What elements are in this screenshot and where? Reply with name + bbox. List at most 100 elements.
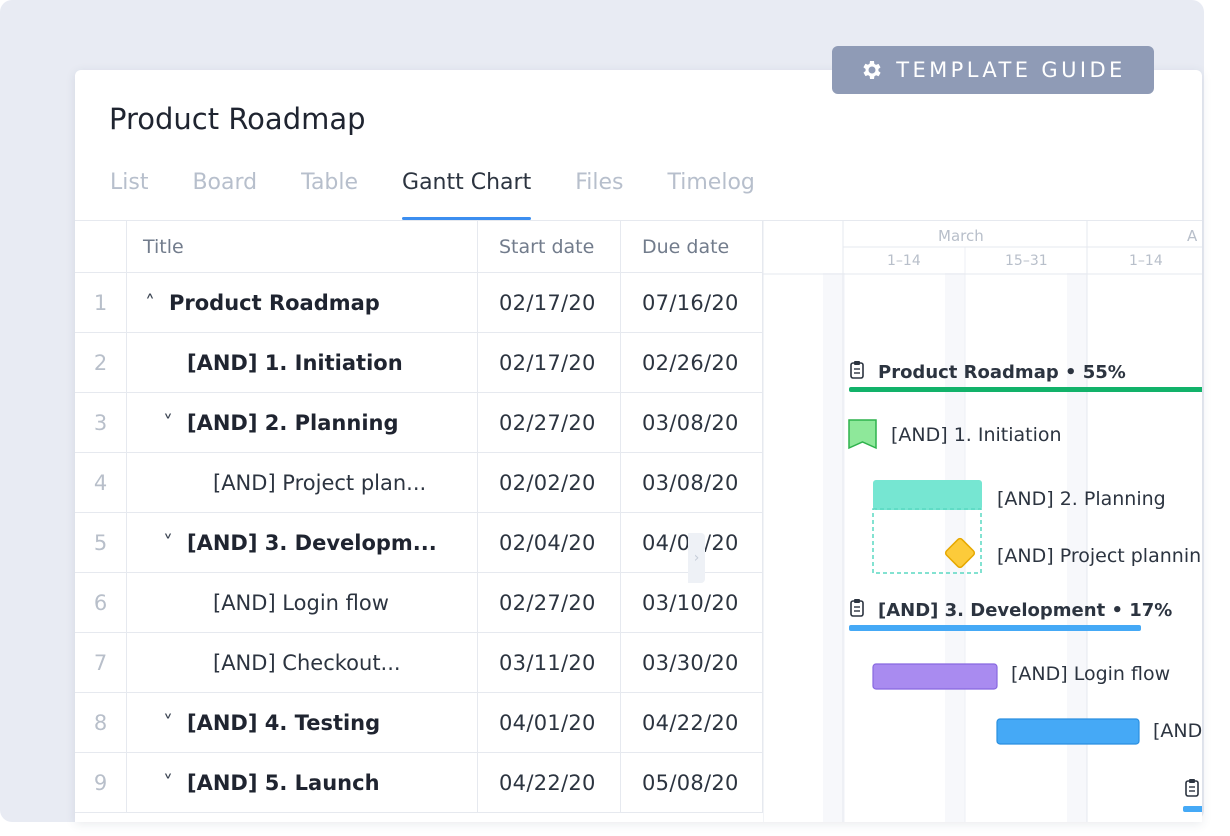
- due-date-cell[interactable]: 02/26/20: [621, 333, 763, 392]
- header-start-date[interactable]: Start date: [478, 221, 621, 272]
- start-date-cell[interactable]: 02/04/20: [478, 513, 621, 572]
- row-number: 8: [75, 693, 127, 752]
- clipboard-icon: [850, 600, 864, 617]
- gantt-shade-column: [1067, 273, 1087, 822]
- tab-board[interactable]: Board: [192, 170, 258, 195]
- row-number: 6: [75, 573, 127, 632]
- gantt-summary-label: Product Roadmap • 55%: [878, 362, 1126, 383]
- task-title: [AND] Checkout...: [213, 650, 401, 675]
- task-title-cell[interactable]: [AND] Login flow: [127, 573, 478, 632]
- gantt-task-label: [AND] Login flow: [1011, 663, 1170, 685]
- start-date-cell[interactable]: 02/17/20: [478, 273, 621, 332]
- start-date-cell[interactable]: 02/17/20: [478, 333, 621, 392]
- clipboard-icon: [1185, 780, 1199, 797]
- task-title-cell[interactable]: ˄ Product Roadmap: [127, 273, 478, 332]
- table-row[interactable]: 2 [AND] 1. Initiation 02/17/20 02/26/20: [75, 333, 763, 393]
- row-number: 5: [75, 513, 127, 572]
- table-row[interactable]: 7 [AND] Checkout... 03/11/20 03/30/20: [75, 633, 763, 693]
- gantt-summary-bar-roadmap[interactable]: [849, 387, 1202, 392]
- row-number: 4: [75, 453, 127, 512]
- gear-icon: [863, 61, 881, 79]
- clipboard-icon-top: [1189, 779, 1195, 783]
- gantt-milestone-diamond[interactable]: [944, 537, 976, 569]
- gantt-month-label: A: [1187, 227, 1198, 245]
- task-title-cell[interactable]: ˅ [AND] 4. Testing: [127, 693, 478, 752]
- view-tabs: List Board Table Gantt Chart Files Timel…: [110, 168, 799, 220]
- task-title: [AND] 3. Developm...: [187, 530, 437, 555]
- collapse-panel-handle[interactable]: ›: [688, 533, 705, 583]
- start-date-cell[interactable]: 04/22/20: [478, 753, 621, 812]
- chevron-down-icon[interactable]: ˅: [163, 710, 173, 735]
- project-card: Product Roadmap List Board Table Gantt C…: [75, 70, 1202, 822]
- clipboard-icon-top: [854, 599, 860, 603]
- chevron-right-icon: ›: [693, 550, 700, 566]
- header-number: [75, 221, 127, 272]
- template-guide-button[interactable]: TEMPLATE GUIDE: [832, 46, 1154, 94]
- tab-files[interactable]: Files: [575, 170, 624, 195]
- due-date-cell[interactable]: 03/10/20: [621, 573, 763, 632]
- due-date-cell[interactable]: 03/08/20: [621, 393, 763, 452]
- tab-timelog[interactable]: Timelog: [667, 170, 755, 195]
- gantt-week-label: 1–14: [887, 253, 921, 269]
- gantt-chart: March A 1–14 15–31 1–14 Product Roadmap • 55%…: [763, 220, 1202, 822]
- gantt-week-label: 15–31: [1005, 253, 1048, 269]
- header-due-date[interactable]: Due date: [621, 221, 763, 272]
- task-table: Title Start date Due date 1 ˄ Product Road…: [75, 220, 763, 813]
- table-row[interactable]: 6 [AND] Login flow 02/27/20 03/10/20: [75, 573, 763, 633]
- chevron-down-icon[interactable]: ˅: [163, 770, 173, 795]
- start-date-cell[interactable]: 02/27/20: [478, 573, 621, 632]
- gantt-shade-column: [823, 273, 845, 822]
- due-date-cell[interactable]: 04/22/20: [621, 693, 763, 752]
- clipboard-icon-top: [854, 361, 860, 365]
- gantt-task-bar-login[interactable]: [872, 663, 998, 690]
- row-number: 9: [75, 753, 127, 812]
- task-title: [AND] 1. Initiation: [187, 350, 403, 375]
- task-title: [AND] Login flow: [213, 590, 389, 615]
- row-number: 7: [75, 633, 127, 692]
- chevron-down-icon[interactable]: ˅: [163, 410, 173, 435]
- chevron-down-icon[interactable]: ˅: [163, 530, 173, 555]
- start-date-cell[interactable]: 02/02/20: [478, 453, 621, 512]
- gantt-week-label: 1–14: [1129, 253, 1163, 269]
- header-title[interactable]: Title: [127, 221, 478, 272]
- task-title-cell[interactable]: [AND] Project plan...: [127, 453, 478, 512]
- start-date-cell[interactable]: 03/11/20: [478, 633, 621, 692]
- table-header: Title Start date Due date: [75, 220, 763, 273]
- due-date-cell[interactable]: 03/08/20: [621, 453, 763, 512]
- task-title-cell[interactable]: ˅ [AND] 2. Planning: [127, 393, 478, 452]
- task-title-cell[interactable]: ˅ [AND] 5. Launch: [127, 753, 478, 812]
- start-date-cell[interactable]: 02/27/20: [478, 393, 621, 452]
- tab-list[interactable]: List: [110, 170, 149, 195]
- gantt-summary-bar-testing[interactable]: [1183, 806, 1202, 812]
- due-date-cell[interactable]: 03/30/20: [621, 633, 763, 692]
- gantt-task-label: [AND] Checko: [1153, 720, 1202, 742]
- table-row[interactable]: 1 ˄ Product Roadmap 02/17/20 07/16/20: [75, 273, 763, 333]
- row-number: 2: [75, 333, 127, 392]
- page-title: Product Roadmap: [109, 102, 366, 136]
- gantt-task-bar-initiation[interactable]: [848, 419, 877, 450]
- start-date-cell[interactable]: 04/01/20: [478, 693, 621, 752]
- table-row[interactable]: 8 ˅ [AND] 4. Testing 04/01/20 04/22/20: [75, 693, 763, 753]
- gantt-task-bar-checkout[interactable]: [996, 718, 1140, 745]
- task-title-cell[interactable]: [AND] Checkout...: [127, 633, 478, 692]
- gantt-summary-bar-development[interactable]: [849, 625, 1141, 631]
- gantt-task-label: [AND] Project planning comp: [997, 545, 1202, 567]
- due-date-cell[interactable]: 05/08/20: [621, 753, 763, 812]
- gantt-dependency-outline: [872, 508, 982, 574]
- table-row[interactable]: 9 ˅ [AND] 5. Launch 04/22/20 05/08/20: [75, 753, 763, 813]
- task-title-cell[interactable]: [AND] 1. Initiation: [127, 333, 478, 392]
- due-date-cell[interactable]: 07/16/20: [621, 273, 763, 332]
- table-row[interactable]: 4 [AND] Project plan... 02/02/20 03/08/20: [75, 453, 763, 513]
- tab-table[interactable]: Table: [301, 170, 359, 195]
- gantt-task-label: [AND] 2. Planning: [997, 488, 1166, 510]
- task-title-cell[interactable]: ˅ [AND] 3. Developm...: [127, 513, 478, 572]
- gantt-task-label: [AND] 1. Initiation: [891, 424, 1062, 446]
- template-guide-label: TEMPLATE GUIDE: [896, 58, 1126, 82]
- tab-gantt-chart[interactable]: Gantt Chart: [402, 168, 532, 220]
- gantt-task-bar-planning[interactable]: [873, 480, 982, 510]
- task-title: [AND] 4. Testing: [187, 710, 381, 735]
- table-row[interactable]: 3 ˅ [AND] 2. Planning 02/27/20 03/08/20: [75, 393, 763, 453]
- chevron-up-icon[interactable]: ˄: [145, 290, 155, 315]
- task-title: [AND] 2. Planning: [187, 410, 399, 435]
